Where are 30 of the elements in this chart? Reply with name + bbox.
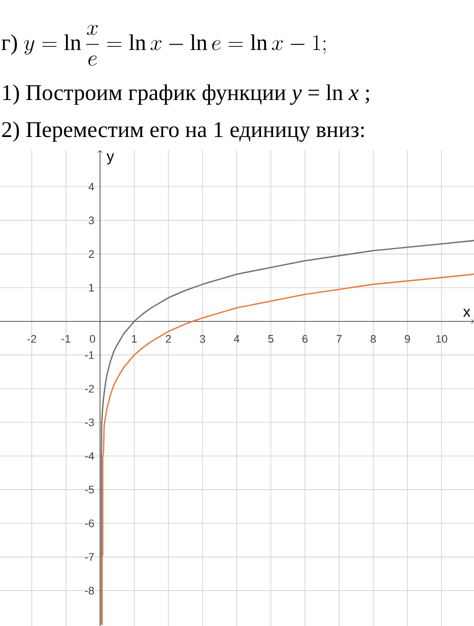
x-tick-label: 10 [436, 335, 448, 343]
text: 2) Переместим его на 1 единицу вниз: [2, 121, 364, 142]
x-tick-label: -2 [27, 335, 36, 343]
x-tick-label: 7 [336, 335, 342, 343]
x-tick-label: 1 [132, 335, 137, 343]
chart-subtitle: 1) Построим график функции y = ln x ; [3, 84, 369, 105]
y-tick-label: 4 [88, 182, 94, 190]
y-tick-label: -1 [85, 351, 94, 359]
chart-title: $\text{г) }y=\ln\frac{x}{e}=\ln x-\ln e=\ln x-1;$ [2, 24, 326, 66]
y-tick-label: 2 [88, 250, 94, 258]
y-tick-label: -7 [85, 553, 94, 561]
x-tick-label: 8 [370, 335, 376, 343]
x-tick-label: -1 [62, 335, 70, 343]
x-tick-label: 2 [166, 335, 171, 343]
y-tick-label: -8 [85, 586, 94, 595]
y-tick-label: -4 [85, 452, 94, 460]
x-tick-label: 0 [90, 335, 96, 343]
y-tick-label: -2 [85, 384, 94, 393]
x-axis-title: x [463, 308, 470, 317]
y-tick-label: 1 [89, 284, 94, 292]
y-tick-label: -6 [85, 519, 94, 528]
y-tick-label: -3 [85, 418, 94, 426]
x-tick-label: 9 [404, 335, 410, 343]
y-tick-label: 3 [88, 216, 94, 224]
x-tick-label: 4 [234, 335, 240, 343]
y-axis-title: y [106, 153, 114, 164]
y-tick-label: -5 [85, 486, 94, 494]
x-tick-label: 3 [200, 335, 206, 343]
x-tick-label: 6 [302, 335, 308, 343]
x-tick-label: 5 [268, 335, 274, 343]
